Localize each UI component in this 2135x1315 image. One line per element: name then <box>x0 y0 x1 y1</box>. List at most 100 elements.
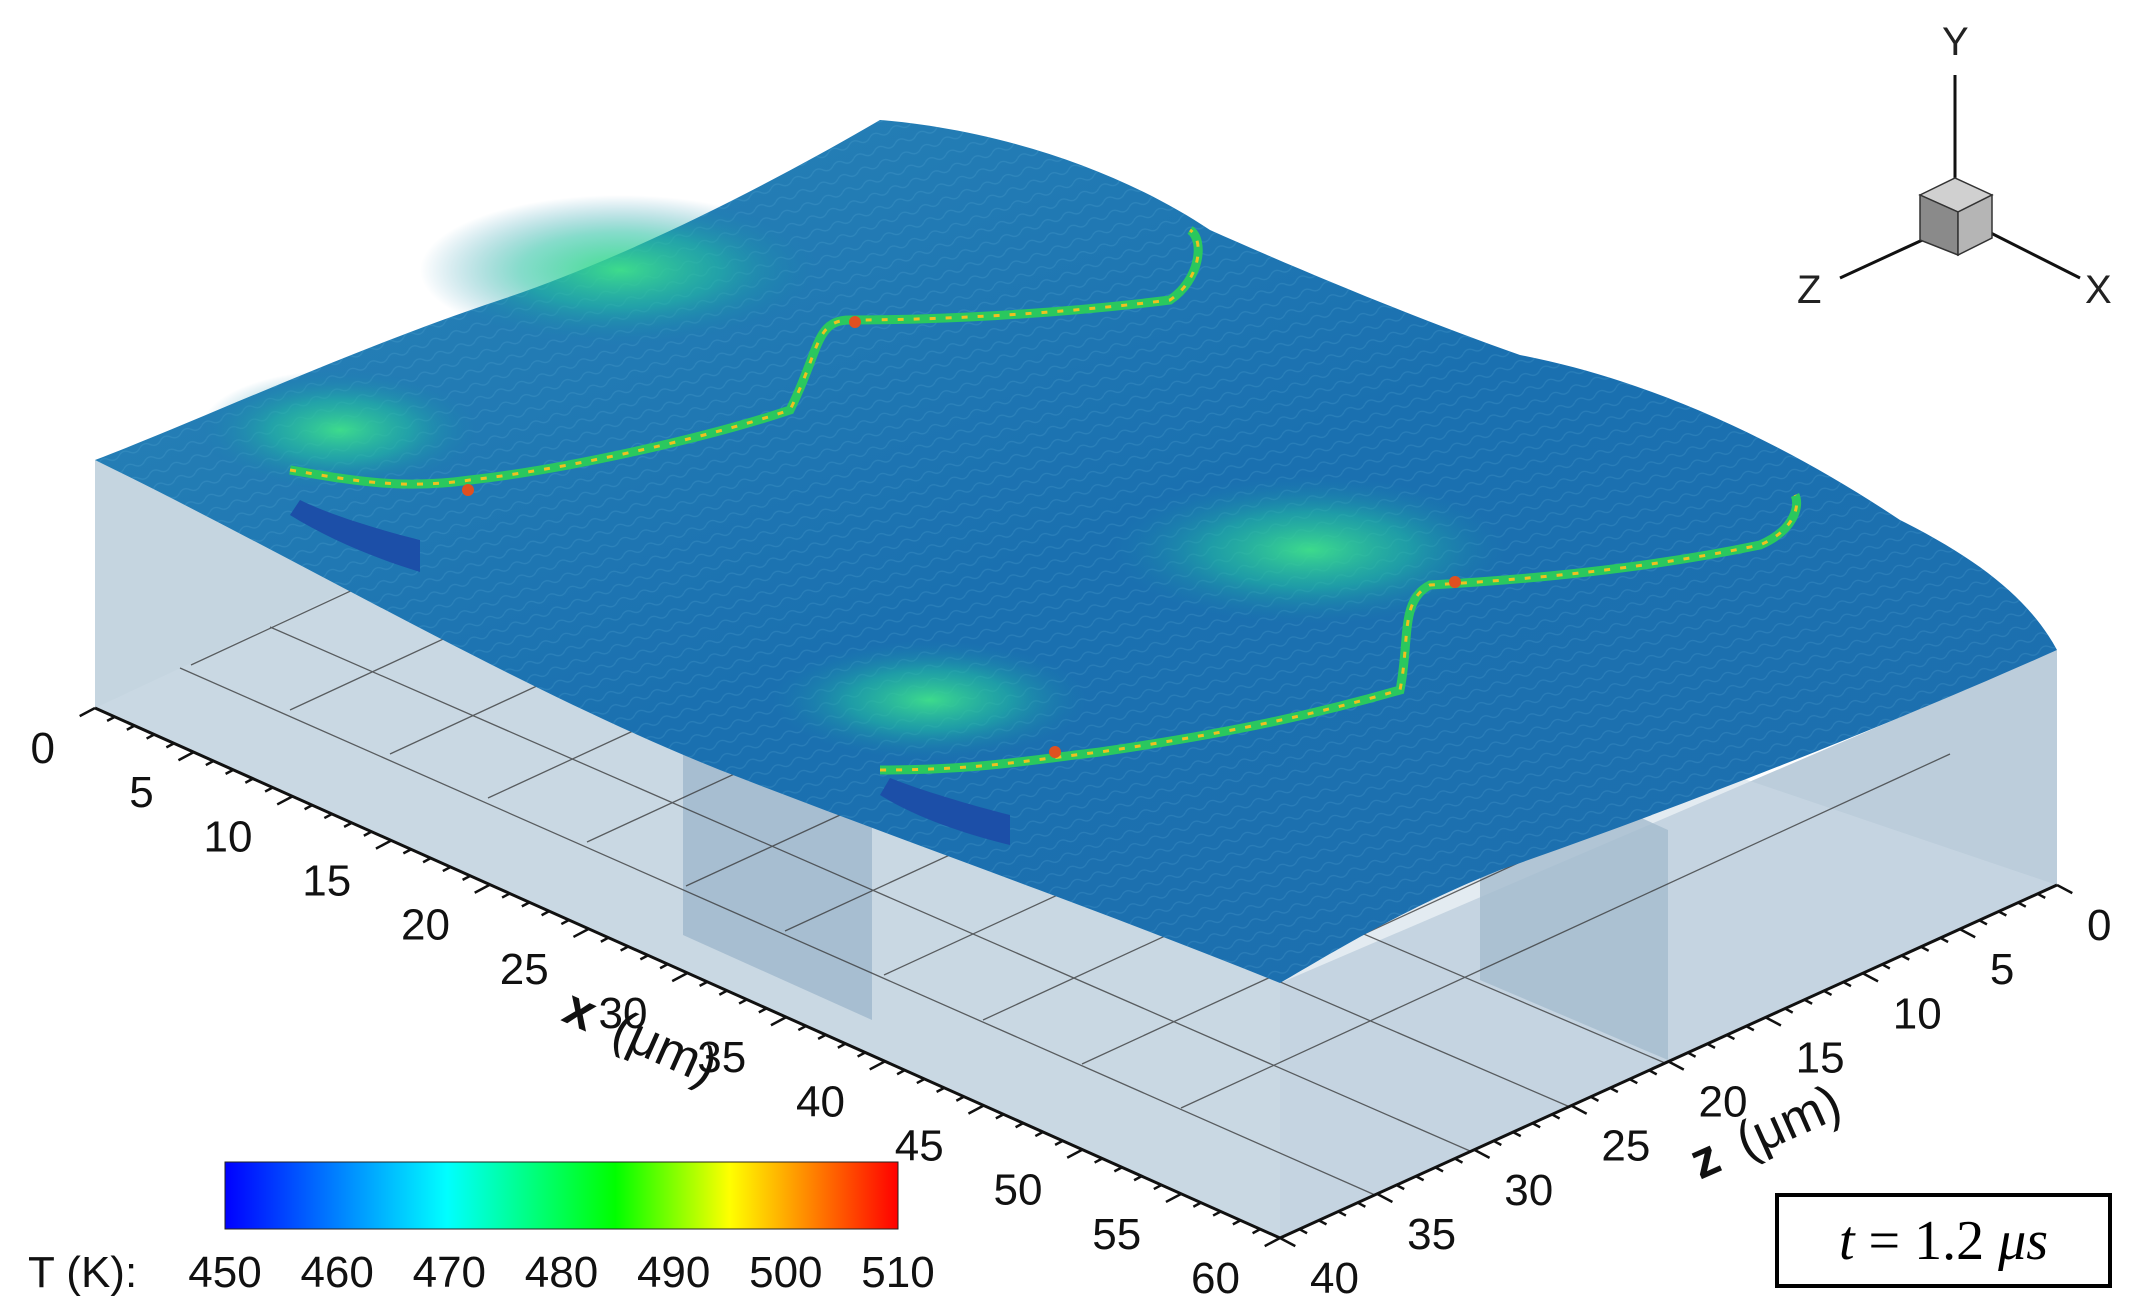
time-value: = 1.2 <box>1854 1209 1999 1272</box>
z-tick-mark <box>1570 1104 1588 1115</box>
x-tick-mark <box>1034 1130 1044 1138</box>
z-tick-mark <box>2036 892 2046 899</box>
x-tick-label: 0 <box>31 724 55 773</box>
x-tick-mark <box>264 786 274 793</box>
colorbar-gradient <box>224 1161 899 1230</box>
triad-label-z: Z <box>1797 268 1821 312</box>
z-tick-mark <box>1279 1236 1296 1248</box>
x-tick-mark <box>758 1007 768 1014</box>
z-tick-mark <box>1745 1025 1755 1032</box>
x-tick-mark <box>967 1104 985 1115</box>
z-tick-mark <box>1531 1122 1541 1129</box>
liquid-surface <box>95 120 2057 983</box>
z-tick-mark <box>1901 954 1910 961</box>
x-tick-mark <box>541 910 550 917</box>
x-tick-mark <box>659 963 669 970</box>
z-tick-mark <box>1512 1130 1522 1138</box>
x-tick-mark <box>560 918 570 926</box>
x-tick-mark <box>474 883 491 894</box>
x-tick-label: 10 <box>204 812 253 861</box>
x-tick-mark <box>1192 1201 1202 1208</box>
x-tick-label: 5 <box>129 768 153 817</box>
x-tick-label: 40 <box>796 1077 845 1126</box>
x-tick-mark <box>671 971 689 983</box>
colorbar-tick-label: 450 <box>188 1248 261 1297</box>
x-tick-label: 20 <box>401 901 450 950</box>
z-tick-mark <box>1881 963 1891 970</box>
x-tick-mark <box>1232 1219 1242 1226</box>
z-tick-mark <box>1493 1139 1502 1147</box>
x-tick-mark <box>276 795 294 806</box>
colorbar-tick-label: 470 <box>413 1248 486 1297</box>
z-tick-mark <box>1298 1228 1308 1235</box>
colorbar-tick-label: 500 <box>749 1248 822 1297</box>
z-tick-mark <box>1784 1007 1794 1014</box>
x-tick-mark <box>639 954 649 961</box>
z-tick-label: 20 <box>1699 1078 1748 1127</box>
z-tick-mark <box>1959 928 1976 939</box>
x-tick-label: 50 <box>994 1166 1043 1215</box>
x-tick-mark <box>1094 1157 1103 1164</box>
x-tick-mark <box>343 821 353 828</box>
x-tick-mark <box>936 1086 945 1093</box>
z-tick-mark <box>1978 919 1988 926</box>
z-tick-mark <box>1998 910 2007 917</box>
z-tick-mark <box>1629 1078 1638 1085</box>
x-tick-mark <box>177 751 195 762</box>
colorbar-tick-label: 460 <box>300 1248 373 1297</box>
z-tick-mark <box>1842 980 1852 988</box>
x-tick-mark <box>600 936 610 943</box>
colorbar-label: T (K): <box>28 1248 137 1297</box>
z-tick-label: 5 <box>1990 945 2014 994</box>
x-tick-mark <box>402 848 412 855</box>
x-tick-mark <box>1113 1166 1123 1173</box>
x-tick-label: 55 <box>1092 1210 1141 1259</box>
x-tick-mark <box>1133 1175 1143 1182</box>
time-label-box: t = 1.2 μs <box>1775 1193 2112 1288</box>
z-tick-mark <box>1648 1069 1658 1076</box>
z-tick-mark <box>1687 1051 1697 1058</box>
x-tick-mark <box>304 804 313 811</box>
z-tick-mark <box>1939 936 1949 944</box>
x-tick-mark <box>896 1069 906 1076</box>
z-tick-mark <box>1706 1042 1716 1050</box>
x-tick-mark <box>817 1033 827 1040</box>
colorbar-tick-label: 480 <box>525 1248 598 1297</box>
x-tick-label: 15 <box>302 857 351 906</box>
z-tick-mark <box>1395 1183 1405 1191</box>
x-tick-mark <box>916 1077 926 1085</box>
x-tick-mark <box>857 1051 866 1058</box>
x-tick-mark <box>718 989 728 996</box>
x-tick-mark <box>462 874 471 881</box>
x-tick-label: 45 <box>895 1122 944 1171</box>
z-tick-mark <box>1551 1113 1561 1120</box>
x-tick-mark <box>1212 1210 1222 1217</box>
x-tick-mark <box>770 1016 787 1027</box>
z-tick-mark <box>1337 1210 1347 1217</box>
x-tick-mark <box>442 865 452 873</box>
x-tick-mark <box>1015 1122 1024 1129</box>
x-tick-mark <box>699 980 708 987</box>
x-tick-label: 25 <box>500 945 549 994</box>
x-tick-mark <box>422 857 432 864</box>
z-tick-mark <box>2056 883 2073 895</box>
x-tick-mark <box>572 927 590 939</box>
z-tick-mark <box>1357 1201 1366 1208</box>
z-tick-mark <box>1415 1175 1425 1182</box>
x-tick-mark <box>205 759 215 767</box>
x-tick-label: 30 <box>599 989 648 1038</box>
x-tick-mark <box>244 777 254 784</box>
x-tick-mark <box>363 830 373 837</box>
x-tick-mark <box>1066 1148 1084 1159</box>
colorbar-tick-label: 490 <box>637 1248 710 1297</box>
z-tick-mark <box>1823 989 1833 997</box>
x-tick-mark <box>225 768 234 775</box>
colorbar: T (K): 450 460 470 480 490 500 510 <box>28 1161 935 1297</box>
x-tick-mark <box>955 1095 965 1102</box>
triad-label-y: Y <box>1942 20 1969 64</box>
z-tick-mark <box>1920 945 1930 952</box>
x-tick-mark <box>501 892 511 899</box>
x-tick-mark <box>1264 1236 1281 1248</box>
z-tick-mark <box>1590 1095 1600 1102</box>
